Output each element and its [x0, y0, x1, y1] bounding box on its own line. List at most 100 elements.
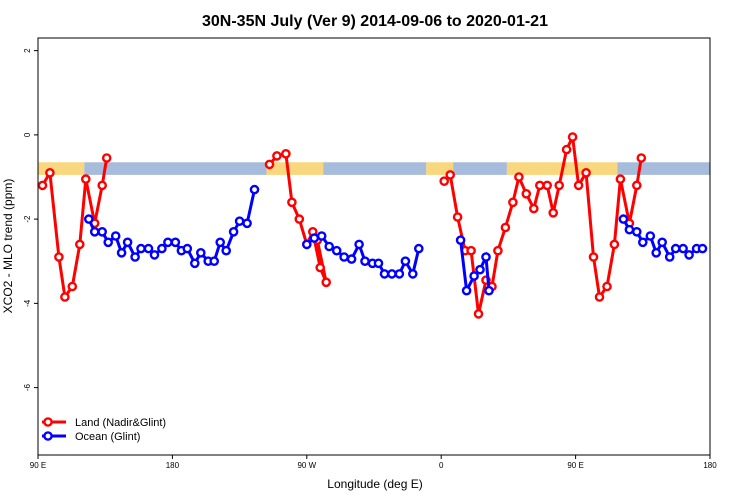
data-point [445, 170, 456, 180]
data-point [130, 252, 140, 262]
x-tick-label: 180 [166, 461, 180, 470]
data-point [294, 214, 305, 224]
x-tick-label: 90 E [567, 461, 583, 470]
series-line [41, 157, 109, 301]
band-segment-land [38, 162, 85, 175]
y-tick-label: -2 [23, 215, 32, 223]
data-point [664, 252, 675, 262]
data-point [321, 277, 332, 288]
plot-frame [37, 37, 711, 456]
data-point [508, 197, 518, 208]
x-tick-label: 90 W [297, 461, 316, 470]
data-point [67, 281, 78, 292]
data-point [493, 245, 503, 256]
data-point [228, 226, 239, 237]
legend: Land (Nadir&Glint) Ocean (Glint) [42, 417, 166, 443]
y-tick-label: -6 [23, 384, 32, 392]
data-point [645, 231, 656, 241]
y-axis-label: XCO2 - MLO trend (ppm) [1, 179, 15, 314]
y-tick-label: 0 [23, 132, 32, 137]
data-point [281, 148, 291, 159]
data-point [567, 132, 578, 142]
data-point [684, 250, 694, 260]
data-point [316, 231, 327, 241]
data-point [339, 252, 349, 262]
data-point [561, 144, 572, 155]
legend-label: Land (Nadir&Glint) [75, 417, 166, 429]
data-point [618, 214, 629, 224]
data-point [346, 254, 357, 264]
data-point [400, 256, 411, 267]
data-point [315, 262, 326, 273]
data-point [636, 153, 647, 163]
x-tick-label: 180 [703, 461, 717, 470]
data-point [215, 237, 225, 248]
data-point [182, 243, 193, 254]
data-point [81, 174, 91, 184]
data-point [242, 218, 252, 229]
data-point [37, 180, 48, 191]
data-point [624, 224, 635, 235]
y-tick-label: -4 [23, 299, 32, 307]
y-axis: 2 0 -2 -4 -6 [23, 48, 38, 391]
data-point [75, 239, 85, 250]
data-point [54, 252, 64, 262]
data-point [514, 172, 524, 182]
data-point [466, 245, 476, 256]
data-point [657, 237, 668, 248]
band-segment-land [426, 162, 454, 175]
data-point [331, 245, 342, 256]
data-point [670, 243, 681, 254]
data-point [439, 176, 450, 186]
data-point [97, 180, 107, 191]
surface-band [38, 162, 710, 175]
band-segment-ocean [617, 162, 710, 175]
data-point [360, 256, 370, 267]
x-axis: 90 E 180 90 W 0 90 E 180 [30, 455, 717, 470]
data-point [632, 180, 642, 191]
legend-marker [43, 417, 53, 427]
data-point [301, 239, 312, 250]
data-point [264, 159, 275, 170]
data-point [209, 256, 219, 267]
series-layer [37, 131, 708, 319]
data-point [469, 271, 479, 281]
data-point [461, 285, 472, 296]
data-point [379, 269, 390, 279]
data-point [373, 258, 384, 269]
band-segment-ocean [323, 162, 427, 175]
x-tick-label: 0 [439, 461, 444, 470]
data-point [116, 247, 127, 258]
chart-title: 30N-35N July (Ver 9) 2014-09-06 to 2020-… [202, 13, 548, 30]
x-axis-label: Longitude (deg E) [327, 477, 422, 491]
data-point [157, 243, 167, 254]
data-point [678, 243, 688, 254]
data-point [609, 239, 620, 250]
data-point [581, 167, 591, 178]
data-point [481, 252, 491, 262]
legend-marker [43, 431, 53, 441]
data-point [89, 226, 100, 237]
data-point [594, 292, 605, 302]
data-point [554, 180, 565, 191]
data-point [484, 285, 494, 296]
data-point [521, 188, 532, 199]
band-segment-ocean [84, 162, 267, 175]
data-point [452, 212, 463, 222]
data-point [588, 252, 599, 262]
data-point [103, 237, 113, 248]
data-point [407, 269, 418, 279]
data-point [615, 174, 626, 184]
data-point [475, 264, 485, 275]
data-point [163, 237, 173, 248]
data-point [651, 247, 662, 258]
data-point [136, 243, 146, 254]
band-segment-land [266, 162, 324, 175]
data-point [387, 269, 397, 279]
data-point [500, 222, 511, 233]
data-point [84, 214, 94, 224]
data-point [249, 184, 260, 195]
data-point [413, 243, 424, 254]
data-point [394, 269, 405, 279]
series-land [37, 131, 647, 319]
